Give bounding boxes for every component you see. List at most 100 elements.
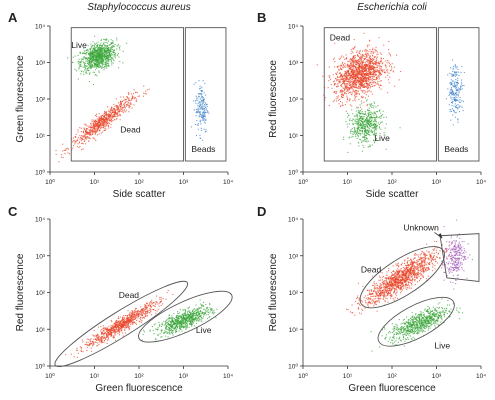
event-dot	[361, 82, 363, 84]
event-dot	[202, 111, 204, 113]
event-dot	[359, 82, 361, 84]
event-dot	[160, 304, 162, 306]
event-dot	[105, 334, 108, 336]
event-dot	[345, 83, 347, 85]
event-dot	[365, 67, 367, 70]
event-dot	[103, 333, 105, 335]
event-dot	[370, 59, 372, 61]
event-dot	[113, 328, 115, 330]
event-dot	[106, 60, 108, 62]
event-dot	[455, 92, 457, 94]
event-dot	[364, 129, 366, 131]
event-dot	[96, 123, 98, 125]
event-dot	[346, 90, 348, 92]
event-dot	[202, 117, 204, 119]
event-dot	[147, 309, 149, 311]
event-dot	[388, 61, 390, 63]
event-dot	[89, 132, 91, 134]
event-dot	[95, 63, 97, 65]
event-dot	[359, 84, 361, 86]
event-dot	[339, 90, 341, 92]
event-dot	[358, 125, 360, 127]
event-dot	[347, 70, 349, 72]
event-dot	[350, 87, 352, 89]
event-dot	[370, 71, 372, 73]
event-dot	[455, 71, 457, 74]
event-dot	[160, 297, 162, 299]
event-dot	[344, 87, 346, 89]
event-dot	[337, 65, 339, 67]
event-dot	[375, 76, 377, 79]
event-dot	[373, 81, 375, 83]
event-dot	[104, 45, 107, 47]
event-dot	[354, 76, 356, 78]
event-dot	[376, 121, 378, 123]
event-dot	[153, 301, 155, 303]
event-dot	[376, 77, 378, 80]
event-dot	[75, 133, 77, 135]
event-dot	[92, 124, 94, 126]
event-dot	[351, 72, 353, 75]
event-dot	[101, 120, 103, 122]
event-dot	[361, 85, 363, 87]
event-dot	[354, 128, 356, 130]
event-dot	[457, 94, 459, 96]
event-dot	[195, 82, 197, 84]
event-dot	[358, 70, 360, 72]
event-dot	[128, 99, 130, 101]
event-dot	[382, 70, 384, 72]
event-dot	[380, 80, 382, 82]
event-dot	[91, 57, 93, 59]
event-dot	[132, 323, 134, 325]
event-dot	[93, 125, 95, 127]
event-dot	[362, 118, 364, 121]
event-dot	[120, 102, 122, 104]
event-dot	[96, 64, 98, 66]
event-dot	[144, 92, 146, 95]
event-dot	[378, 70, 380, 72]
event-dot	[125, 317, 128, 319]
event-dot	[79, 138, 81, 140]
event-dot	[123, 323, 125, 325]
event-dot	[199, 308, 201, 310]
event-dot	[364, 127, 366, 129]
event-dot	[359, 117, 361, 119]
event-dot	[371, 55, 374, 57]
event-dot	[92, 56, 94, 58]
event-dot	[456, 89, 458, 91]
event-dot	[203, 313, 205, 315]
event-dot	[363, 116, 365, 118]
event-dot	[338, 73, 340, 75]
event-dot	[454, 74, 456, 76]
event-dot	[101, 114, 103, 116]
event-dot	[367, 60, 369, 62]
event-dot	[105, 122, 107, 124]
event-dot	[371, 66, 373, 68]
event-dot	[358, 83, 360, 85]
event-dot	[115, 320, 117, 323]
event-dot	[94, 69, 97, 71]
event-dot	[363, 77, 365, 79]
event-dot	[372, 132, 374, 134]
event-dot	[126, 320, 128, 322]
event-dot	[361, 78, 363, 80]
event-dot	[145, 93, 147, 95]
event-dot	[120, 101, 122, 103]
event-dot	[110, 52, 113, 54]
event-dot	[83, 62, 85, 64]
event-dot	[102, 59, 104, 61]
event-dot	[342, 80, 344, 82]
event-dot	[94, 114, 97, 117]
event-dot	[377, 71, 379, 73]
event-dot	[82, 66, 84, 68]
event-dot	[117, 113, 119, 115]
event-dot	[135, 100, 137, 102]
event-dot	[337, 84, 339, 86]
event-dot	[356, 60, 358, 62]
event-dot	[345, 80, 347, 82]
event-dot	[341, 96, 343, 98]
event-dot	[346, 85, 348, 87]
event-dot	[361, 126, 363, 128]
event-dot	[119, 104, 121, 106]
event-dot	[95, 122, 97, 124]
